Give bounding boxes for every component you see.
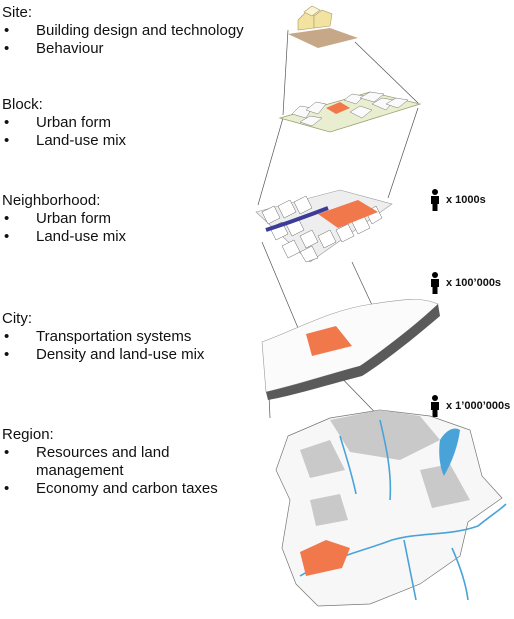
city-item-2: Density and land-use mix bbox=[36, 346, 205, 363]
site-title: Site: bbox=[2, 4, 33, 21]
bullet: • bbox=[4, 480, 10, 497]
region-highlight bbox=[300, 540, 350, 576]
city-section: City: • Transportation systems • Density a… bbox=[2, 310, 204, 364]
block-item-2: Land-use mix bbox=[36, 132, 127, 149]
city-item-1: Transportation systems bbox=[36, 328, 192, 345]
population-neighborhood: x 1000s bbox=[446, 194, 486, 206]
region-section: Region: • Resources and land management •… bbox=[2, 426, 242, 498]
bullet: • bbox=[4, 346, 10, 363]
neighborhood-title: Neighborhood: bbox=[2, 192, 101, 209]
transit-line bbox=[265, 206, 329, 232]
bullet: • bbox=[4, 22, 10, 39]
list-item: • Building design and technology bbox=[2, 22, 244, 40]
site-section: Site: • Building design and technology • B… bbox=[2, 4, 244, 58]
block-title: Block: bbox=[2, 96, 43, 113]
list-item: • Transportation systems bbox=[2, 328, 204, 346]
block-buildings bbox=[291, 91, 409, 127]
list-item: • Urban form bbox=[2, 114, 126, 132]
region-terrain bbox=[300, 410, 470, 526]
region-item-2: Economy and carbon taxes bbox=[36, 480, 218, 497]
region-illustration bbox=[275, 409, 507, 607]
block-section: Block: • Urban form • Land-use mix bbox=[2, 96, 126, 150]
block-list: • Urban form • Land-use mix bbox=[2, 114, 126, 150]
neighborhood-list: • Urban form • Land-use mix bbox=[2, 210, 126, 246]
site-item-2: Behaviour bbox=[36, 40, 104, 57]
bullet: • bbox=[4, 444, 10, 461]
house bbox=[313, 9, 333, 29]
population-label-region: x 1’000’000s bbox=[430, 395, 510, 417]
list-item: • Economy and carbon taxes bbox=[2, 480, 242, 498]
neighborhood-illustration bbox=[255, 189, 393, 263]
list-item: • Behaviour bbox=[2, 40, 244, 58]
list-item: • Density and land-use mix bbox=[2, 346, 204, 364]
bullet: • bbox=[4, 132, 10, 149]
list-item: • Land-use mix bbox=[2, 132, 126, 150]
block-illustration bbox=[278, 91, 422, 133]
person-icon bbox=[431, 395, 439, 417]
population-label-neighborhood: x 1000s bbox=[430, 189, 486, 211]
list-item: • Land-use mix bbox=[2, 228, 126, 246]
list-item: • Resources and land management bbox=[2, 444, 242, 480]
bullet: • bbox=[4, 210, 10, 227]
city-title: City: bbox=[2, 310, 32, 327]
population-label-city: x 100’000s bbox=[430, 272, 501, 294]
lake bbox=[439, 428, 460, 476]
bullet: • bbox=[4, 114, 10, 131]
city-list: • Transportation systems • Density and lan… bbox=[2, 328, 204, 364]
city-edge bbox=[266, 304, 440, 400]
neighborhood-section: Neighborhood: • Urban form • Land-use mix bbox=[2, 192, 126, 246]
list-item: • Urban form bbox=[2, 210, 126, 228]
region-list: • Resources and land management • Economy … bbox=[2, 444, 242, 498]
neighborhood-item-2: Land-use mix bbox=[36, 228, 127, 245]
person-icon bbox=[431, 272, 439, 294]
bullet: • bbox=[4, 328, 10, 345]
person-icon bbox=[431, 189, 439, 211]
neighborhood-highlight bbox=[318, 200, 378, 228]
block-highlight bbox=[326, 102, 350, 114]
site-base bbox=[288, 28, 358, 48]
site-list: • Building design and technology • Behavio… bbox=[2, 22, 244, 58]
neighborhood-item-1: Urban form bbox=[36, 210, 112, 227]
population-city: x 100’000s bbox=[446, 277, 502, 289]
site-illustration bbox=[288, 5, 358, 48]
bullet: • bbox=[4, 228, 10, 245]
site-item-1: Building design and technology bbox=[36, 22, 244, 39]
block-item-1: Urban form bbox=[36, 114, 112, 131]
region-item-1: Resources and land management bbox=[36, 444, 170, 479]
roof bbox=[303, 5, 321, 17]
population-region: x 1’000’000s bbox=[446, 400, 511, 412]
city-highlight bbox=[306, 326, 352, 356]
city-illustration bbox=[261, 299, 440, 400]
bullet: • bbox=[4, 40, 10, 57]
region-title: Region: bbox=[2, 426, 54, 443]
